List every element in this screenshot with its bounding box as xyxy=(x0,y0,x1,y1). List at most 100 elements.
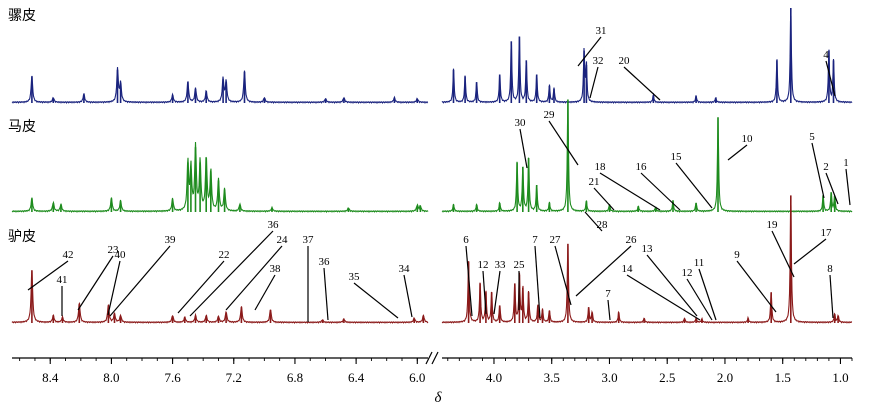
annotation-leader xyxy=(577,36,602,67)
annotation-label: 41 xyxy=(57,274,68,286)
x-axis-tick-label: 3.0 xyxy=(601,370,617,385)
annotation-label: 40 xyxy=(115,249,127,261)
annotation-leader xyxy=(548,120,579,166)
annotation-label: 35 xyxy=(349,271,361,283)
x-axis-tick-label: 8.0 xyxy=(103,370,119,385)
x-axis-tick-label: 6.4 xyxy=(348,370,365,385)
annotation-leader xyxy=(686,278,713,321)
annotation-label: 34 xyxy=(399,263,411,275)
x-axis-tick-label: 7.6 xyxy=(164,370,181,385)
annotation-label: 12 xyxy=(478,259,489,271)
x-axis-tick-label: 4.0 xyxy=(486,370,502,385)
x-axis-tick-label: 6.8 xyxy=(287,370,303,385)
annotation-leader xyxy=(77,255,114,311)
x-axis-tick-label: 6.0 xyxy=(409,370,425,385)
x-axis-tick-label: 3.5 xyxy=(544,370,560,385)
annotation-leader xyxy=(353,282,399,319)
annotation-label: 25 xyxy=(514,259,526,271)
annotation-leader xyxy=(646,254,698,317)
annotation-leader xyxy=(519,128,528,169)
series-label: 驴皮 xyxy=(8,229,36,245)
x-axis-tick-label: 2.0 xyxy=(717,370,733,385)
annotation-leader xyxy=(465,245,473,317)
annotation-label: 33 xyxy=(495,259,507,271)
spectrum-trace-3-segment-1 xyxy=(11,270,429,325)
annotation-leader xyxy=(403,274,413,318)
axis-break-mark xyxy=(425,351,433,365)
annotation-leader xyxy=(675,162,713,209)
annotation-leader xyxy=(698,268,717,321)
annotation-leader xyxy=(599,172,661,211)
annotation-leader xyxy=(829,274,834,319)
annotation-leader xyxy=(626,274,701,321)
annotation-label: 39 xyxy=(165,234,177,246)
annotation-label: 36 xyxy=(268,219,280,231)
annotation-label: 20 xyxy=(619,55,631,67)
annotation-label: 7 xyxy=(532,234,538,246)
annotation-label: 4 xyxy=(823,49,829,61)
annotation-label: 29 xyxy=(544,109,556,121)
spectra-layer xyxy=(11,8,853,325)
annotation-label: 21 xyxy=(589,176,600,188)
annotation-leader xyxy=(736,260,777,313)
annotation-label: 1 xyxy=(843,157,849,169)
annotation-leader xyxy=(323,267,329,321)
annotation-leader xyxy=(534,245,541,319)
annotation-leader xyxy=(254,274,276,311)
annotation-leader xyxy=(493,270,501,315)
spectrum-trace-1-segment-2 xyxy=(441,15,853,105)
annotation-leader xyxy=(225,245,283,311)
series-label: 马皮 xyxy=(8,119,36,135)
annotation-label: 11 xyxy=(694,257,705,269)
x-axis-tick-label: 1.5 xyxy=(775,370,791,385)
annotation-label: 27 xyxy=(550,234,562,246)
annotation-label: 14 xyxy=(622,263,634,275)
annotation-leader xyxy=(27,260,69,291)
annotation-leader xyxy=(189,230,274,317)
annotation-label: 9 xyxy=(734,249,740,261)
annotation-leader xyxy=(593,187,615,211)
x-axis: 8.4 8.0 7.6 7.2 6.8 6.4 6.0 4.0 3.5 3.0 2.5 2.0 1.5 1… xyxy=(12,351,853,385)
annotation-leader xyxy=(554,245,572,306)
annotation-leader xyxy=(771,230,795,278)
annotation-label: 30 xyxy=(515,117,527,129)
x-axis-tick-label: 2.5 xyxy=(659,370,675,385)
annotation-leader xyxy=(107,260,121,316)
x-axis-tick-label: 8.4 xyxy=(42,370,59,385)
annotation-leader xyxy=(825,172,839,205)
annotation-leader xyxy=(825,60,836,97)
axis-break-mark xyxy=(431,351,439,365)
annotation-leader xyxy=(109,245,171,317)
annotation-leader xyxy=(177,260,225,314)
annotation-label: 13 xyxy=(642,243,654,255)
annotation-label: 19 xyxy=(767,219,779,231)
annotation-label: 12 xyxy=(682,267,693,279)
annotation-group-1: 31 32 20 4 xyxy=(577,25,836,101)
annotation-leader xyxy=(584,211,603,232)
annotation-leader xyxy=(845,168,851,206)
annotation-label: 2 xyxy=(823,161,829,173)
series-label: 骡皮 xyxy=(8,8,36,24)
annotation-label: 18 xyxy=(595,161,607,173)
annotation-leader xyxy=(575,245,632,297)
spectrum-2 xyxy=(11,99,853,214)
spectrum-trace-3-segment-2 xyxy=(441,205,853,325)
annotation-label: 17 xyxy=(821,227,833,239)
annotation-label: 5 xyxy=(809,131,815,143)
annotation-label: 10 xyxy=(742,133,754,145)
annotation-leader xyxy=(811,142,825,199)
spectrum-trace-1-segment-1 xyxy=(11,67,429,105)
annotation-label: 42 xyxy=(63,249,74,261)
annotation-label: 15 xyxy=(671,151,683,163)
annotation-label: 31 xyxy=(596,25,607,37)
annotation-label: 26 xyxy=(626,234,638,246)
annotation-leader xyxy=(727,144,748,161)
annotation-label: 38 xyxy=(270,263,282,275)
annotation-label: 36 xyxy=(319,256,331,268)
x-axis-title: δ xyxy=(435,390,443,406)
